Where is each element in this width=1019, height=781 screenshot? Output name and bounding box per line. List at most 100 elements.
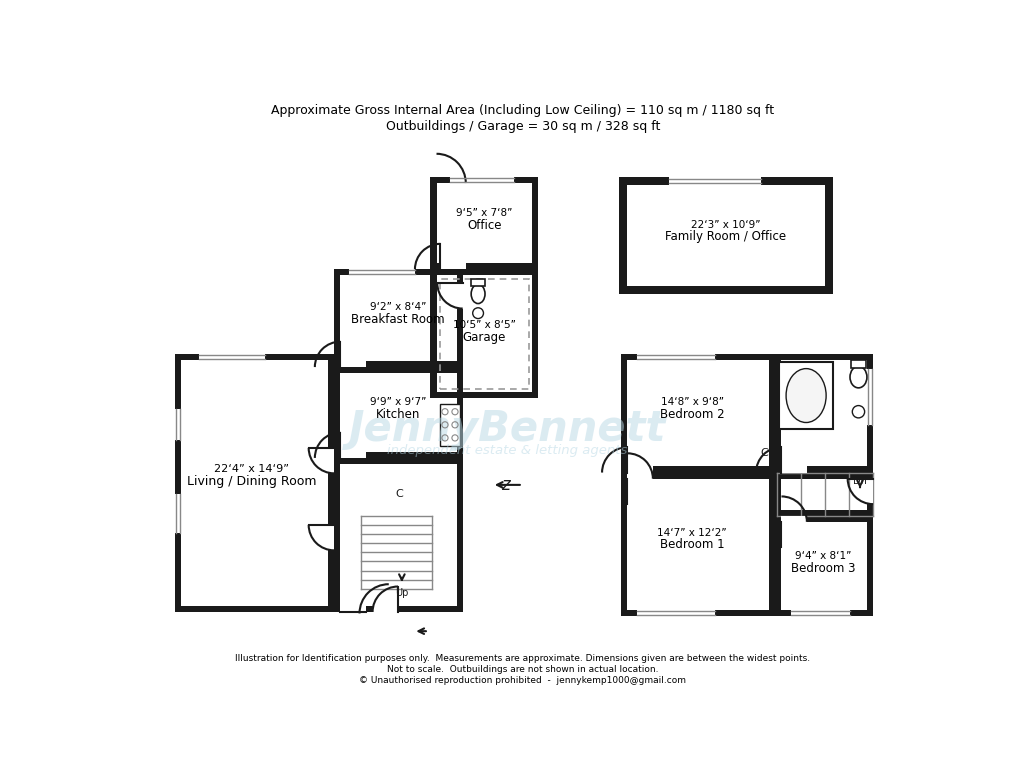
Bar [636, 354, 714, 360]
Bar [430, 392, 538, 398]
Text: 10‘5” x 8‘5”: 10‘5” x 8‘5” [452, 319, 516, 330]
Bar [174, 606, 334, 612]
Bar [866, 473, 872, 515]
Bar [774, 509, 872, 515]
Bar [334, 269, 340, 367]
Bar [621, 610, 774, 615]
Bar [621, 354, 774, 360]
Bar [790, 610, 849, 615]
Bar [768, 473, 774, 615]
Bar [532, 177, 538, 269]
Ellipse shape [849, 366, 866, 388]
Bar [850, 360, 865, 368]
Bar [440, 404, 460, 447]
Bar [334, 269, 463, 367]
Bar [334, 451, 463, 458]
Text: Bedroom 1: Bedroom 1 [659, 538, 723, 551]
Text: 9‘2” x 8‘4”: 9‘2” x 8‘4” [370, 302, 426, 312]
Text: Office: Office [467, 219, 501, 232]
Text: Garage: Garage [462, 330, 505, 344]
Bar [174, 354, 180, 612]
Bar [774, 610, 872, 615]
Bar [174, 494, 180, 533]
Bar [774, 473, 872, 479]
Text: z: z [501, 476, 510, 494]
Bar [430, 269, 436, 398]
Bar [768, 354, 774, 473]
Bar [334, 367, 340, 458]
Text: independent estate & letting agents: independent estate & letting agents [387, 444, 627, 457]
Bar [774, 354, 781, 473]
Bar [457, 284, 463, 308]
Bar [621, 473, 774, 479]
Bar [328, 354, 334, 612]
Bar [440, 263, 466, 269]
Ellipse shape [786, 369, 825, 423]
Bar [334, 606, 463, 612]
Text: Living / Dining Room: Living / Dining Room [186, 475, 316, 487]
Bar [334, 458, 463, 464]
Text: 9‘5” x 7‘8”: 9‘5” x 7‘8” [455, 208, 512, 218]
Text: 14‘8” x 9‘8”: 14‘8” x 9‘8” [660, 397, 722, 407]
Bar [174, 354, 334, 612]
Bar [866, 369, 872, 425]
Bar [430, 177, 538, 183]
Bar [824, 177, 833, 294]
Text: C: C [394, 489, 403, 499]
Bar [439, 279, 529, 389]
Bar [779, 362, 833, 430]
Circle shape [472, 308, 483, 319]
Text: Up: Up [394, 587, 409, 597]
Bar [774, 515, 872, 615]
Bar [340, 451, 366, 458]
Bar [430, 177, 538, 269]
Text: Bedroom 2: Bedroom 2 [659, 408, 723, 420]
Text: Bedroom 3: Bedroom 3 [790, 562, 855, 575]
Bar [866, 515, 872, 615]
Text: C: C [759, 448, 767, 458]
Bar [866, 354, 872, 473]
Bar [627, 466, 652, 473]
Bar [532, 269, 538, 398]
Ellipse shape [471, 284, 485, 304]
Bar [340, 606, 366, 612]
Bar [334, 361, 463, 367]
Bar [774, 466, 872, 473]
Text: Outbuildings / Garage = 30 sq m / 328 sq ft: Outbuildings / Garage = 30 sq m / 328 sq… [385, 119, 659, 133]
Text: 22‘4” x 14‘9”: 22‘4” x 14‘9” [214, 464, 289, 474]
Bar [866, 479, 872, 504]
Bar [774, 354, 872, 473]
Bar [619, 177, 626, 294]
Bar [781, 466, 806, 473]
Bar [619, 177, 833, 184]
Bar [621, 354, 774, 473]
Bar [627, 473, 652, 479]
Bar [449, 177, 513, 183]
Bar [774, 473, 781, 515]
Bar [372, 606, 397, 612]
Bar [340, 361, 366, 367]
Circle shape [852, 405, 864, 418]
Bar [430, 263, 538, 269]
Bar [774, 515, 872, 522]
Bar [199, 354, 265, 360]
Bar [174, 409, 180, 440]
Text: Dn: Dn [852, 476, 866, 486]
Text: Breakfast Room: Breakfast Room [351, 313, 444, 326]
Bar [457, 458, 463, 612]
Bar [781, 515, 806, 522]
Bar [621, 354, 627, 473]
Bar [350, 269, 415, 276]
Text: Kitchen: Kitchen [375, 408, 420, 420]
Bar [457, 367, 463, 458]
Text: 9‘9” x 9‘7”: 9‘9” x 9‘7” [370, 397, 426, 407]
Bar [328, 525, 334, 551]
Text: © Unauthorised reproduction prohibited  -  jennykemp1000@gmail.com: © Unauthorised reproduction prohibited -… [359, 676, 686, 685]
Bar [774, 354, 872, 360]
Bar [334, 367, 463, 458]
Bar [334, 458, 463, 612]
Text: Not to scale.  Outbuildings are not shown in actual location.: Not to scale. Outbuildings are not shown… [386, 665, 658, 674]
Bar [471, 279, 485, 286]
Bar [774, 515, 781, 615]
Bar [430, 177, 436, 269]
